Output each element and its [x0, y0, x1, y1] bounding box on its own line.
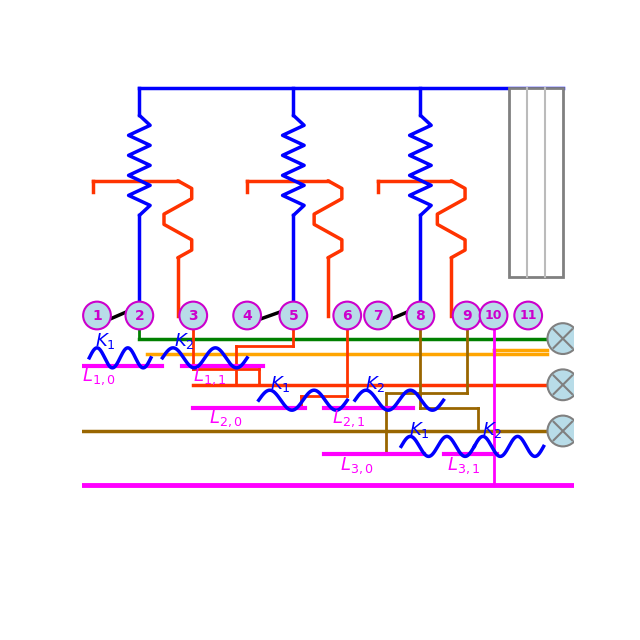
Text: 5: 5: [289, 308, 298, 323]
Text: $K_2$: $K_2$: [365, 374, 385, 394]
Text: $K_2$: $K_2$: [174, 332, 195, 351]
Text: $L_{1,1}$: $L_{1,1}$: [193, 366, 227, 387]
Text: $L_{3,1}$: $L_{3,1}$: [447, 455, 481, 476]
Circle shape: [234, 301, 261, 330]
Text: 10: 10: [485, 309, 502, 322]
Text: $L_{3,0}$: $L_{3,0}$: [340, 455, 373, 476]
Circle shape: [83, 301, 111, 330]
Text: 7: 7: [373, 308, 383, 323]
Circle shape: [515, 301, 542, 330]
Circle shape: [452, 301, 481, 330]
Text: $K_1$: $K_1$: [270, 374, 291, 394]
Text: $L_{1,0}$: $L_{1,0}$: [82, 366, 115, 387]
Text: 1: 1: [92, 308, 102, 323]
Bar: [509, 88, 563, 277]
Text: $K_1$: $K_1$: [409, 420, 429, 440]
Text: 9: 9: [462, 308, 472, 323]
Circle shape: [547, 323, 579, 354]
Circle shape: [333, 301, 361, 330]
Circle shape: [280, 301, 307, 330]
Circle shape: [406, 301, 435, 330]
Text: 3: 3: [188, 308, 198, 323]
Text: $K_2$: $K_2$: [482, 420, 502, 440]
Circle shape: [480, 301, 508, 330]
Circle shape: [364, 301, 392, 330]
Circle shape: [547, 415, 579, 447]
Text: 4: 4: [243, 308, 252, 323]
Circle shape: [547, 369, 579, 400]
Text: 11: 11: [520, 309, 537, 322]
Text: $K_1$: $K_1$: [95, 332, 116, 351]
Text: $L_{2,0}$: $L_{2,0}$: [209, 409, 243, 429]
Text: 2: 2: [134, 308, 144, 323]
Text: 8: 8: [415, 308, 425, 323]
Circle shape: [125, 301, 153, 330]
Text: 6: 6: [342, 308, 352, 323]
Text: $L_{2,1}$: $L_{2,1}$: [332, 409, 365, 429]
Circle shape: [179, 301, 207, 330]
